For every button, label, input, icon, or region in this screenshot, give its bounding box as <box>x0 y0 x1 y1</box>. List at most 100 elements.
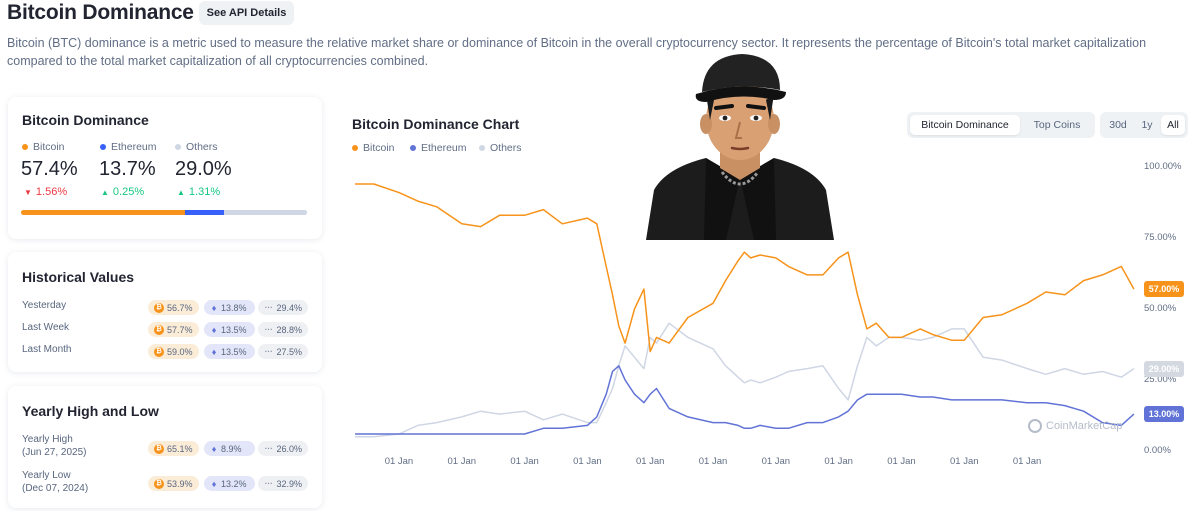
bitcoin-dominance-value: 57.4% <box>21 158 78 180</box>
bitcoin-dot-icon <box>22 144 28 150</box>
ethereum-coin-icon: ♦ <box>211 302 217 313</box>
range-toggle: 30d 1y All <box>1100 112 1188 138</box>
ethereum-coin-icon: ♦ <box>211 324 217 335</box>
y-axis-tick-label: 25.00% <box>1144 374 1177 385</box>
tab-bitcoin-dominance[interactable]: Bitcoin Dominance <box>910 115 1020 135</box>
dominance-progress-bar <box>21 210 307 215</box>
bitcoin-value-pill: ₿ 56.7% <box>148 300 199 315</box>
caret-up-icon: ▲ <box>177 187 185 197</box>
historical-row-label: Last Week <box>22 322 70 333</box>
bitcoin-coin-icon: ₿ <box>154 478 164 489</box>
bitcoin-coin-icon: ₿ <box>154 346 164 357</box>
ethereum-value-pill: ♦ 8.9% <box>204 441 255 456</box>
range-30d[interactable]: 30d <box>1109 119 1127 131</box>
ethereum-series-line <box>355 365 1135 435</box>
historical-row-label: Yesterday <box>22 300 67 311</box>
ethereum-legend-dot-icon <box>410 145 416 151</box>
coinmarketcap-watermark: CoinMarketCap <box>1028 419 1122 433</box>
x-axis-tick-label: 01 Jan <box>761 456 791 467</box>
see-api-details-button[interactable]: See API Details <box>199 1 294 25</box>
ethereum-value-pill: ♦ 13.5% <box>204 344 255 359</box>
bitcoin-value-pill: ₿ 65.1% <box>148 441 199 456</box>
others-change: ▲ 1.31% <box>177 186 221 198</box>
ethereum-pill-text: 8.9% <box>221 443 242 454</box>
x-axis-tick-label: 01 Jan <box>384 456 414 467</box>
bitcoin-coin-icon: ₿ <box>154 302 164 313</box>
summary-legend-ethereum: Ethereum <box>100 141 157 153</box>
summary-legend-others: Others <box>175 141 218 153</box>
y-axis-tick-label: 100.00% <box>1144 161 1182 172</box>
bitcoin-coin-icon: ₿ <box>154 324 164 335</box>
y-axis-tick-label: 75.00% <box>1144 232 1177 243</box>
ethereum-coin-icon: ♦ <box>211 478 217 489</box>
others-coin-icon: ··· <box>264 347 273 356</box>
ethereum-pill-text: 13.2% <box>221 478 247 489</box>
bitcoin-share-segment <box>21 210 185 215</box>
summary-card-title: Bitcoin Dominance <box>22 112 149 128</box>
bitcoin-pill-text: 59.0% <box>167 346 193 357</box>
bitcoin-last-value-tag: 57.00% <box>1144 281 1184 298</box>
x-axis-tick-label: 01 Jan <box>698 456 728 467</box>
bitcoin-pill-text: 65.1% <box>167 443 193 454</box>
x-axis-tick-label: 01 Jan <box>1012 456 1042 467</box>
others-coin-icon: ··· <box>264 303 273 312</box>
ethereum-coin-icon: ♦ <box>211 443 217 454</box>
others-pill-text: 28.8% <box>276 324 302 335</box>
x-axis-tick-label: 01 Jan <box>573 456 602 467</box>
view-toggle: Bitcoin Dominance Top Coins <box>907 112 1095 138</box>
others-value-pill: ··· 32.9% <box>258 476 308 491</box>
others-series-line <box>355 322 1135 438</box>
bitcoin-pill-text: 57.7% <box>167 324 193 335</box>
others-value-pill: ··· 28.8% <box>258 322 308 337</box>
y-axis-tick-label: 50.00% <box>1144 303 1177 314</box>
page-description: Bitcoin (BTC) dominance is a metric used… <box>7 36 1147 68</box>
caret-down-icon: ▼ <box>24 187 32 197</box>
caret-up-icon: ▲ <box>101 187 109 197</box>
others-dot-icon <box>175 144 181 150</box>
x-axis-tick-label: 01 Jan <box>635 456 665 467</box>
bitcoin-coin-icon: ₿ <box>154 443 164 454</box>
yearly-high-label: Yearly High (Jun 27, 2025) <box>22 434 87 458</box>
others-pill-text: 26.0% <box>276 443 302 454</box>
y-axis-tick-label: 0.00% <box>1144 445 1171 456</box>
page-title: Bitcoin Dominance <box>7 1 194 24</box>
x-axis-tick-label: 01 Jan <box>510 456 539 467</box>
range-1y[interactable]: 1y <box>1141 119 1153 131</box>
others-last-value-tag: 29.00% <box>1144 360 1184 377</box>
others-pill-text: 29.4% <box>276 302 302 313</box>
x-axis-tick-label: 01 Jan <box>824 456 853 467</box>
ethereum-pill-text: 13.8% <box>221 302 247 313</box>
chart-title: Bitcoin Dominance Chart <box>352 116 520 132</box>
ethereum-coin-icon: ♦ <box>211 346 217 357</box>
yearly-low-label: Yearly Low (Dec 07, 2024) <box>22 470 89 494</box>
historical-row-label: Last Month <box>22 344 72 355</box>
others-pill-text: 27.5% <box>276 346 302 357</box>
others-pill-text: 32.9% <box>276 478 302 489</box>
bitcoin-value-pill: ₿ 57.7% <box>148 322 199 337</box>
cartoon-avatar-image <box>646 50 834 240</box>
bitcoin-series-line <box>355 183 1135 353</box>
dominance-summary-card: Bitcoin Dominance <box>8 97 322 239</box>
tab-top-coins[interactable]: Top Coins <box>1033 119 1081 131</box>
x-axis-tick-label: 01 Jan <box>950 456 979 467</box>
x-axis-tick-label: 01 Jan <box>887 456 916 467</box>
others-share-segment <box>224 210 307 215</box>
range-all[interactable]: All <box>1161 115 1185 135</box>
summary-legend-bitcoin: Bitcoin <box>22 141 65 153</box>
ethereum-value-pill: ♦ 13.2% <box>204 476 255 491</box>
ethereum-dot-icon <box>100 144 106 150</box>
ethereum-pill-text: 13.5% <box>221 324 247 335</box>
ethereum-value-pill: ♦ 13.8% <box>204 300 255 315</box>
chart-legend-ethereum: Ethereum <box>410 142 467 154</box>
others-dominance-value: 29.0% <box>175 158 232 180</box>
bitcoin-pill-text: 56.7% <box>167 302 193 313</box>
historical-card-title: Historical Values <box>22 269 135 285</box>
ethereum-pill-text: 13.5% <box>221 346 247 357</box>
bitcoin-value-pill: ₿ 59.0% <box>148 344 199 359</box>
others-value-pill: ··· 27.5% <box>258 344 308 359</box>
chart-legend-bitcoin: Bitcoin <box>352 142 395 154</box>
ethereum-change: ▲ 0.25% <box>101 186 145 198</box>
others-coin-icon: ··· <box>264 325 273 334</box>
bitcoin-pill-text: 53.9% <box>167 478 193 489</box>
